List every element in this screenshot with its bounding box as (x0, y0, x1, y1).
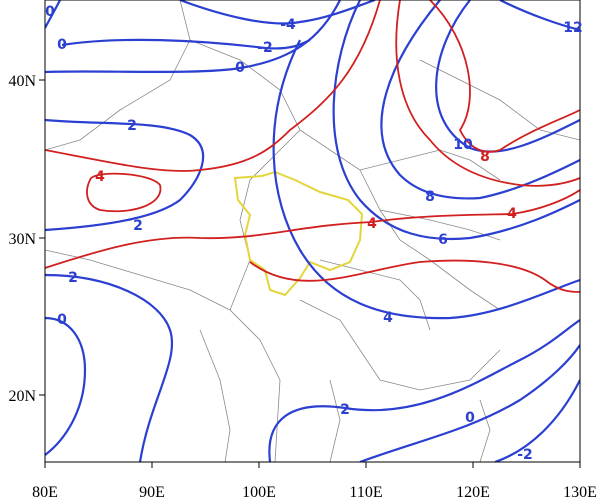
contour-label: -4 (280, 17, 296, 33)
frame (44, 0, 581, 463)
x-tick-label: 130E (563, 484, 597, 501)
contour-label: 2 (68, 270, 78, 286)
contour-label: 4 (383, 310, 393, 326)
x-tick-label: 120E (456, 484, 490, 501)
blue-contours (45, 0, 580, 462)
contour-label: 2 (127, 118, 137, 134)
red-contours (45, 0, 580, 293)
x-tick-label: 100E (242, 484, 276, 501)
map-area (45, 0, 580, 462)
contour-label: 2 (133, 218, 143, 234)
y-tick-label: 20N (8, 388, 36, 405)
x-tick-label: 80E (32, 484, 58, 501)
contour-label: 8 (480, 149, 490, 165)
contour-label: 12 (563, 20, 582, 36)
contour-label: 4 (507, 206, 517, 222)
contour-label: 0 (57, 312, 67, 328)
contour-label: 4 (367, 216, 377, 232)
contour-label: -2 (517, 447, 533, 463)
contour-label: 0 (45, 4, 55, 20)
contour-label: 6 (438, 232, 448, 248)
x-tick-label: 90E (139, 484, 165, 501)
contour-label: 0 (235, 60, 245, 76)
contour-label: 10 (453, 137, 473, 153)
contour-label: 2 (340, 402, 350, 418)
contour-label: 0 (57, 37, 67, 53)
contour-label: 4 (95, 169, 105, 185)
x-tick-label: 110E (349, 484, 382, 501)
y-tick-label: 40N (8, 73, 36, 90)
province-outline (233, 170, 364, 297)
y-tick-label: 30N (8, 231, 36, 248)
contour-labels: 0 0 -4 -2 0 12 2 10 8 6 2 2 0 4 2 0 -2 4… (45, 4, 583, 463)
contour-label: 8 (425, 189, 435, 205)
contour-label: -2 (257, 40, 273, 56)
contour-label: 0 (465, 410, 475, 426)
